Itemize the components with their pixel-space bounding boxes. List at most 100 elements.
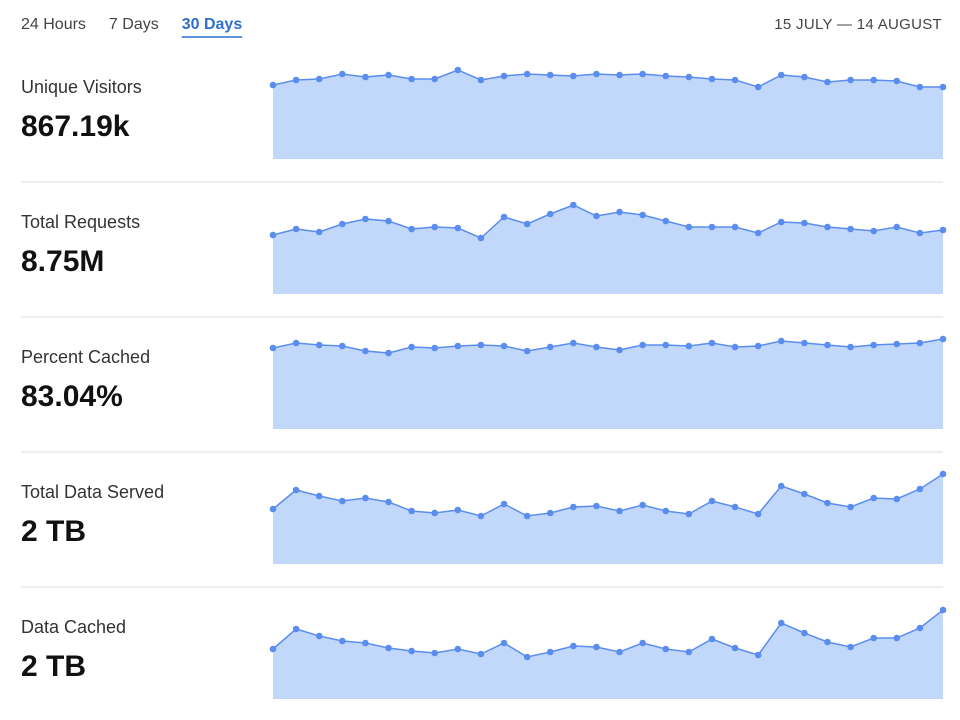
point xyxy=(593,343,600,351)
metric-label: Percent Cached xyxy=(21,347,150,367)
point xyxy=(731,343,739,351)
time-tab[interactable]: 30 Days xyxy=(182,16,243,33)
point xyxy=(777,619,785,627)
point xyxy=(315,632,323,640)
point xyxy=(801,490,808,498)
area-fill xyxy=(273,339,943,429)
metric-value: 867.19k xyxy=(21,110,130,143)
point xyxy=(570,72,577,80)
point xyxy=(916,339,924,347)
point xyxy=(916,485,924,493)
point xyxy=(500,72,508,80)
point xyxy=(546,71,554,79)
point xyxy=(477,512,485,520)
point xyxy=(292,339,300,347)
point xyxy=(500,500,508,508)
point xyxy=(477,650,485,658)
point xyxy=(593,70,600,78)
point xyxy=(662,507,670,515)
point xyxy=(639,639,646,647)
point xyxy=(500,342,508,350)
point xyxy=(754,510,762,518)
point xyxy=(685,73,693,81)
point xyxy=(708,635,716,643)
point xyxy=(708,339,716,347)
point xyxy=(754,229,762,237)
metric-label: Data Cached xyxy=(21,617,126,637)
point xyxy=(685,648,693,656)
point xyxy=(939,470,947,478)
metric-value: 2 TB xyxy=(21,650,86,683)
point xyxy=(269,231,277,239)
time-tab[interactable]: 24 Hours xyxy=(21,16,86,33)
point xyxy=(639,501,646,509)
point xyxy=(593,643,600,651)
point xyxy=(708,223,716,231)
point xyxy=(385,349,392,357)
point xyxy=(593,212,600,220)
point xyxy=(523,653,531,661)
point xyxy=(939,83,947,91)
point xyxy=(546,648,554,656)
point xyxy=(916,624,924,632)
point xyxy=(362,639,369,647)
line xyxy=(272,204,944,239)
point xyxy=(385,498,392,506)
point xyxy=(385,71,392,79)
metric-label: Total Data Served xyxy=(21,482,164,502)
point xyxy=(408,75,415,83)
point xyxy=(893,223,901,231)
point xyxy=(431,344,439,352)
point xyxy=(893,634,901,642)
point xyxy=(500,213,508,221)
point xyxy=(731,503,739,511)
point xyxy=(523,347,531,355)
point xyxy=(870,634,877,642)
point xyxy=(777,218,785,226)
metric-label: Total Requests xyxy=(21,212,140,232)
point xyxy=(870,341,877,349)
point xyxy=(939,226,947,234)
point xyxy=(939,606,947,614)
point xyxy=(662,72,670,80)
point xyxy=(570,642,577,650)
point xyxy=(662,217,670,225)
point xyxy=(731,76,739,84)
area-fill xyxy=(273,205,943,294)
line xyxy=(272,473,944,517)
point xyxy=(315,492,323,500)
point xyxy=(431,75,439,83)
point xyxy=(408,507,415,515)
point xyxy=(824,223,831,231)
point xyxy=(269,344,277,352)
metric-value: 2 TB xyxy=(21,515,86,548)
point xyxy=(454,506,462,514)
point xyxy=(824,499,831,507)
point xyxy=(362,347,369,355)
point xyxy=(616,507,623,515)
time-tab[interactable]: 7 Days xyxy=(109,16,159,33)
date-range: 15 JULY — 14 AUGUST xyxy=(774,16,942,33)
point xyxy=(708,497,716,505)
point xyxy=(639,211,646,219)
point xyxy=(315,228,323,236)
point xyxy=(639,70,646,78)
point xyxy=(616,71,623,79)
point xyxy=(801,629,808,637)
metric-label: Unique Visitors xyxy=(21,77,142,97)
point xyxy=(662,645,670,653)
point xyxy=(431,223,439,231)
point xyxy=(847,503,854,511)
point xyxy=(523,220,531,228)
point xyxy=(292,225,300,233)
point xyxy=(847,643,854,651)
area-fill xyxy=(273,474,943,564)
point xyxy=(731,644,739,652)
point xyxy=(269,645,277,653)
point xyxy=(616,208,623,216)
point xyxy=(824,341,831,349)
line xyxy=(272,69,943,88)
metric-value: 83.04% xyxy=(21,380,123,413)
point xyxy=(454,224,462,232)
